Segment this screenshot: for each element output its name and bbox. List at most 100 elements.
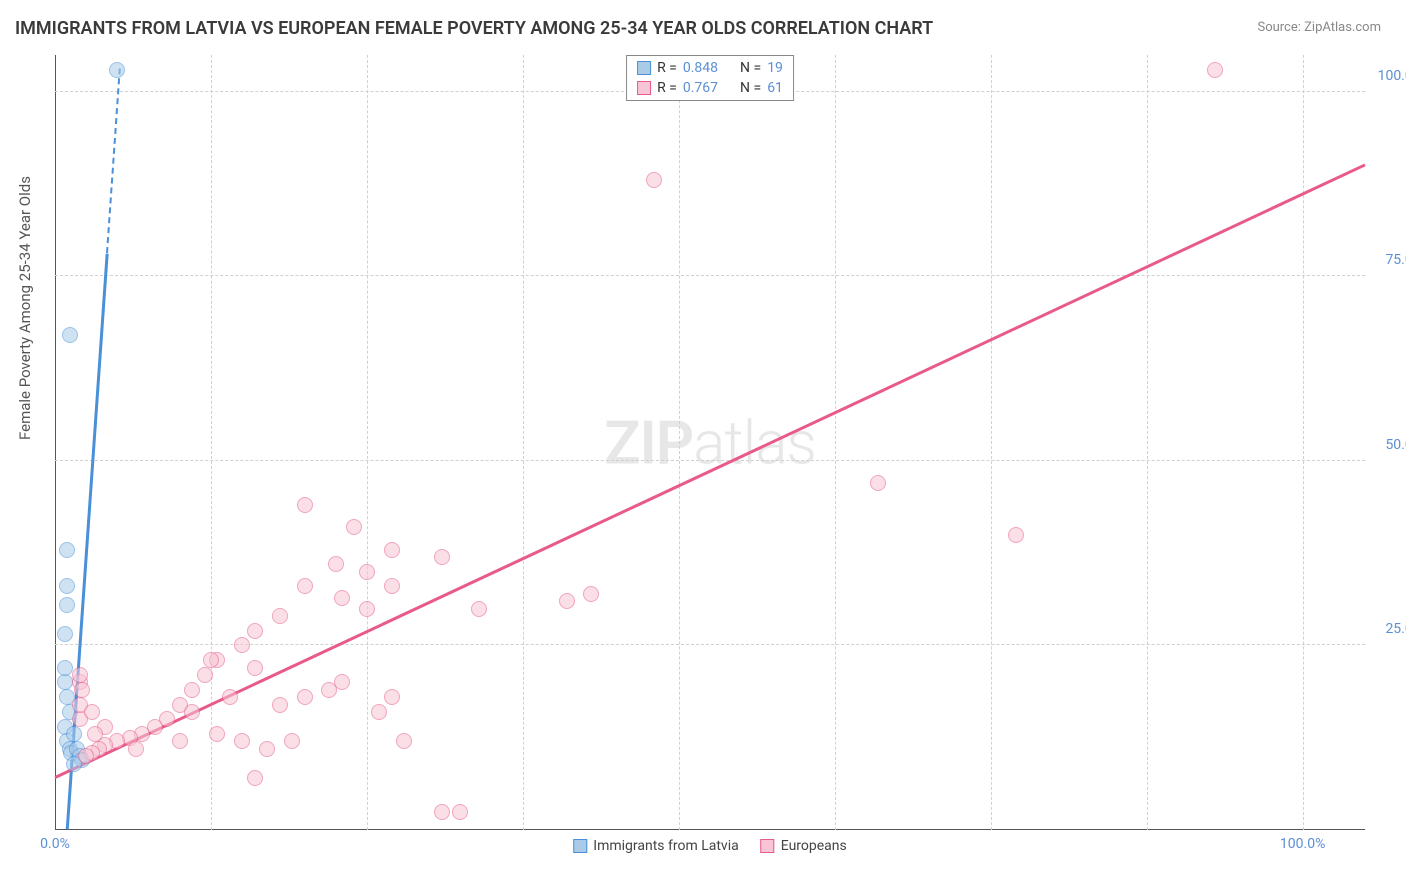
- data-point: [396, 733, 412, 749]
- data-point: [222, 689, 238, 705]
- swatch-europeans: [761, 839, 775, 853]
- data-point: [452, 804, 468, 820]
- data-point: [72, 667, 88, 683]
- legend-label-europeans: Europeans: [781, 838, 847, 854]
- data-point: [272, 608, 288, 624]
- r-value-europeans: 0.767: [683, 80, 718, 96]
- data-point: [434, 804, 450, 820]
- gridline-h: [55, 460, 1365, 461]
- data-point: [297, 689, 313, 705]
- gridline-v: [991, 55, 992, 830]
- watermark: ZIPatlas: [604, 407, 816, 478]
- data-point: [59, 578, 75, 594]
- data-point: [57, 660, 73, 676]
- data-point: [247, 623, 263, 639]
- trend-line-dashed: [106, 69, 121, 254]
- data-point: [359, 601, 375, 617]
- data-point: [184, 682, 200, 698]
- gridline-v: [1147, 55, 1148, 830]
- data-point: [128, 741, 144, 757]
- data-point: [334, 590, 350, 606]
- data-point: [74, 682, 90, 698]
- data-point: [384, 689, 400, 705]
- data-point: [297, 497, 313, 513]
- data-point: [87, 726, 103, 742]
- gridline-v: [211, 55, 212, 830]
- legend-row-europeans: R = 0.767 N = 61: [637, 78, 783, 98]
- source-attribution: Source: ZipAtlas.com: [1257, 20, 1381, 35]
- data-point: [62, 327, 78, 343]
- trend-line: [54, 163, 1365, 778]
- data-point: [272, 697, 288, 713]
- data-point: [172, 733, 188, 749]
- y-tick-label: 100.0%: [1378, 68, 1406, 84]
- data-point: [870, 475, 886, 491]
- x-tick-label: 0.0%: [40, 836, 70, 852]
- data-point: [371, 704, 387, 720]
- r-label: R =: [657, 80, 677, 96]
- legend-row-latvia: R = 0.848 N = 19: [637, 58, 783, 78]
- data-point: [346, 519, 362, 535]
- data-point: [259, 741, 275, 757]
- data-point: [59, 597, 75, 613]
- data-point: [1008, 527, 1024, 543]
- data-point: [66, 726, 82, 742]
- data-point: [384, 578, 400, 594]
- watermark-bold: ZIP: [604, 407, 693, 478]
- y-tick-label: 25.0%: [1385, 621, 1406, 637]
- data-point: [328, 556, 344, 572]
- n-label: N =: [740, 80, 761, 96]
- data-point: [247, 770, 263, 786]
- legend-item-europeans: Europeans: [761, 838, 847, 854]
- swatch-europeans: [637, 81, 651, 95]
- data-point: [234, 733, 250, 749]
- y-tick-label: 75.0%: [1385, 252, 1406, 268]
- gridline-v: [835, 55, 836, 830]
- data-point: [471, 601, 487, 617]
- gridline-h: [55, 275, 1365, 276]
- legend-label-latvia: Immigrants from Latvia: [593, 838, 738, 854]
- data-point: [297, 578, 313, 594]
- legend-item-latvia: Immigrants from Latvia: [573, 838, 738, 854]
- swatch-latvia: [573, 839, 587, 853]
- data-point: [384, 542, 400, 558]
- data-point: [209, 726, 225, 742]
- gridline-v: [367, 55, 368, 830]
- data-point: [284, 733, 300, 749]
- data-point: [559, 593, 575, 609]
- n-value-europeans: 61: [767, 80, 783, 96]
- data-point: [109, 62, 125, 78]
- gridline-v: [679, 55, 680, 830]
- data-point: [234, 637, 250, 653]
- n-label: N =: [740, 60, 761, 76]
- data-point: [184, 704, 200, 720]
- data-point: [57, 626, 73, 642]
- gridline-v: [1303, 55, 1304, 830]
- series-legend: Immigrants from Latvia Europeans: [573, 838, 846, 854]
- data-point: [197, 667, 213, 683]
- data-point: [1207, 62, 1223, 78]
- y-tick-label: 50.0%: [1385, 437, 1406, 453]
- data-point: [321, 682, 337, 698]
- data-point: [57, 674, 73, 690]
- data-point: [59, 542, 75, 558]
- data-point: [646, 172, 662, 188]
- y-axis-label: Female Poverty Among 25-34 Year Olds: [16, 176, 34, 440]
- gridline-v: [523, 55, 524, 830]
- gridline-h: [55, 644, 1365, 645]
- data-point: [583, 586, 599, 602]
- r-label: R =: [657, 60, 677, 76]
- data-point: [247, 660, 263, 676]
- x-tick-label: 100.0%: [1280, 836, 1325, 852]
- data-point: [78, 748, 94, 764]
- swatch-latvia: [637, 61, 651, 75]
- data-point: [203, 652, 219, 668]
- chart-title: IMMIGRANTS FROM LATVIA VS EUROPEAN FEMAL…: [15, 18, 933, 39]
- x-axis: [55, 829, 1365, 830]
- data-point: [84, 704, 100, 720]
- plot-area: ZIPatlas R = 0.848 N = 19 R = 0.767 N = …: [55, 55, 1365, 830]
- y-axis: [55, 55, 56, 830]
- r-value-latvia: 0.848: [683, 60, 718, 76]
- data-point: [359, 564, 375, 580]
- correlation-legend: R = 0.848 N = 19 R = 0.767 N = 61: [626, 55, 794, 101]
